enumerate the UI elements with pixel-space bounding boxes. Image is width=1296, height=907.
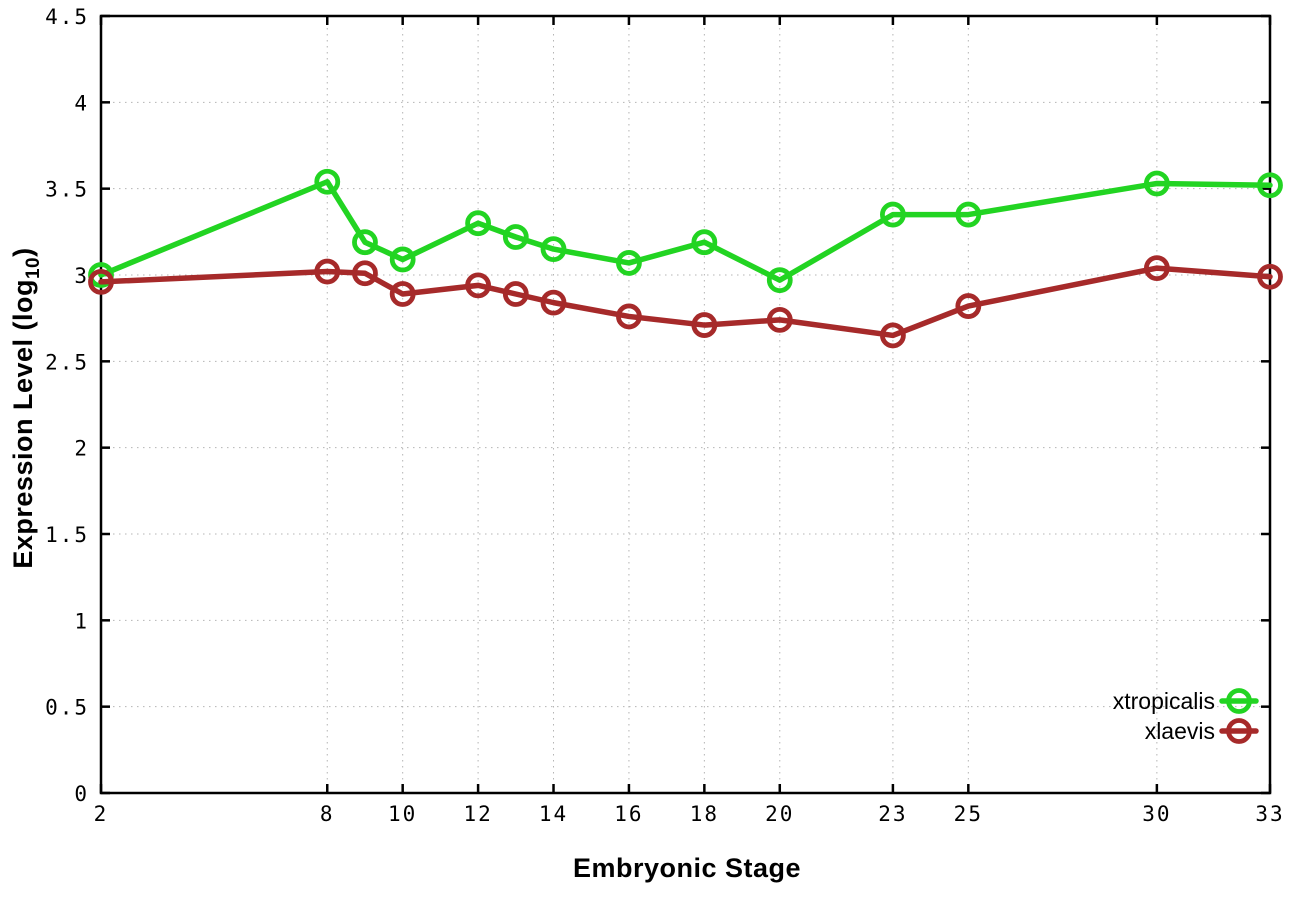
data-point-xlaevis [465, 272, 491, 299]
legend-marker-xlaevis [1226, 718, 1252, 744]
data-point-xlaevis [314, 258, 341, 285]
data-point-xtropicalis [502, 224, 529, 250]
data-point-xtropicalis [1143, 170, 1170, 197]
data-point-xtropicalis [955, 201, 982, 228]
y-tick-label: 3 [74, 264, 89, 288]
x-tick-label: 30 [1142, 802, 1171, 826]
y-tick-label: 0 [74, 782, 89, 806]
data-point-xtropicalis [314, 168, 341, 195]
legend-label-xlaevis: xlaevis [1145, 718, 1215, 744]
x-tick-labels: 2 8 10 12 14 16 18 20 23 25 30 33 [94, 802, 1284, 826]
data-point-xlaevis [880, 322, 906, 349]
data-point-xtropicalis [1257, 172, 1283, 199]
data-point-xlaevis [691, 312, 718, 338]
y-tick-label: 2.5 [45, 350, 89, 374]
x-tick-label: 18 [690, 802, 719, 826]
series-xlaevis [88, 255, 1283, 349]
y-tick-label: 4.5 [45, 5, 89, 29]
legend-marker-xtropicalis [1226, 688, 1252, 714]
y-tick-label: 3.5 [45, 178, 89, 202]
x-tick-label: 10 [388, 802, 417, 826]
y-tick-label: 1.5 [45, 523, 89, 547]
data-point-xlaevis [616, 303, 642, 330]
x-tick-label: 16 [614, 802, 643, 826]
data-point-xtropicalis [616, 250, 642, 276]
x-tick-label: 14 [539, 802, 568, 826]
data-point-xtropicalis [691, 229, 718, 256]
y-axis-title-text: Expression Level (log [8, 279, 38, 569]
data-point-xtropicalis [766, 267, 793, 294]
series-line-xlaevis [98, 265, 1273, 339]
y-axis-title-subscript: 10 [23, 257, 44, 279]
data-point-xlaevis [502, 281, 529, 307]
data-point-xtropicalis [352, 229, 378, 256]
y-tick-label: 1 [74, 609, 89, 633]
x-tick-label: 20 [765, 802, 794, 826]
data-point-xlaevis [389, 281, 416, 307]
legend-label-xtropicalis: xtropicalis [1113, 688, 1215, 714]
data-point-xlaevis [352, 260, 378, 287]
legend: xtropicalis xlaevis [1113, 688, 1259, 744]
y-axis-title-suffix: ) [8, 247, 38, 257]
data-point-xlaevis [88, 269, 114, 295]
y-tick-label: 2 [74, 437, 89, 461]
x-axis-title: Embryonic Stage [573, 853, 801, 883]
x-tick-label: 25 [954, 802, 983, 826]
data-point-xlaevis [766, 306, 793, 333]
y-tick-label: 4 [74, 91, 89, 115]
data-point-xlaevis [1143, 255, 1170, 281]
data-point-xtropicalis [465, 210, 491, 237]
data-point-xlaevis [955, 293, 982, 319]
data-point-xlaevis [540, 289, 567, 316]
data-point-xlaevis [1257, 263, 1283, 290]
plot-border [99, 14, 1272, 795]
data-point-xtropicalis [540, 236, 567, 263]
x-tick-label: 2 [94, 802, 109, 826]
data-point-xtropicalis [880, 201, 906, 228]
data-point-xtropicalis [389, 246, 416, 273]
x-tick-label: 23 [878, 802, 907, 826]
y-tick-labels: 0 0.5 1 1.5 2 2.5 3 3.5 4 4.5 [45, 5, 89, 806]
x-tick-label: 8 [320, 802, 335, 826]
x-tick-label: 12 [463, 802, 492, 826]
y-tick-label: 0.5 [45, 696, 89, 720]
y-axis-title: Expression Level (log10) [8, 247, 44, 568]
x-tick-label: 33 [1255, 802, 1284, 826]
